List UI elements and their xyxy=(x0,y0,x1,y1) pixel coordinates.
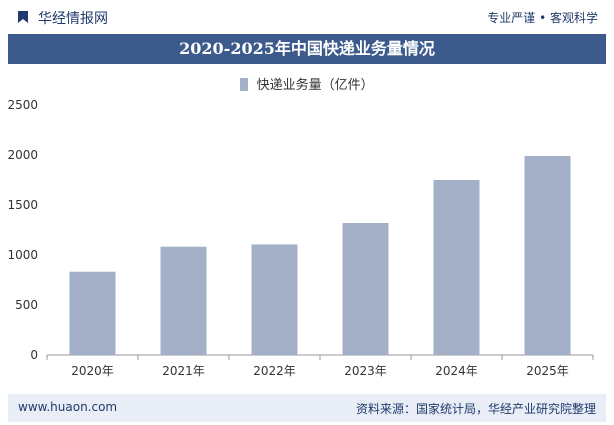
x-tick-label: 2025年 xyxy=(526,364,569,378)
y-tick-label: 1000 xyxy=(7,248,38,262)
y-tick-label: 0 xyxy=(30,348,38,362)
x-tick-label: 2024年 xyxy=(435,364,478,378)
bookmark-logo-icon xyxy=(18,11,28,23)
legend-swatch xyxy=(240,78,249,91)
y-tick-label: 2500 xyxy=(7,98,38,112)
x-tick-label: 2023年 xyxy=(344,364,387,378)
top-bar: 华经情报网 专业严谨 • 客观科学 xyxy=(0,0,614,32)
footer-source: 资料来源：国家统计局，华经产业研究院整理 xyxy=(355,402,596,416)
y-tick-label: 500 xyxy=(15,298,38,312)
brand-name: 华经情报网 xyxy=(38,11,108,27)
bar-1 xyxy=(69,271,116,355)
x-tick-label: 2022年 xyxy=(253,364,296,378)
y-tick-label: 1500 xyxy=(7,198,38,212)
footer-url[interactable]: www.huaon.com xyxy=(18,400,118,414)
bar-2 xyxy=(160,246,207,355)
bar-4 xyxy=(342,223,389,355)
bar-3 xyxy=(251,244,298,355)
chart-title: 2020-2025年中国快递业务量情况 xyxy=(8,34,606,64)
x-tick-label: 2020年 xyxy=(71,364,114,378)
bar-5 xyxy=(433,180,480,355)
x-tick-label: 2021年 xyxy=(162,364,205,378)
tagline: 专业严谨 • 客观科学 xyxy=(487,11,598,25)
footer-bar: www.huaon.com 资料来源：国家统计局，华经产业研究院整理 xyxy=(8,394,606,422)
chart-legend: 快递业务量（亿件） xyxy=(0,74,614,93)
bar-6 xyxy=(524,156,571,355)
bar-chart: 0 500 1000 1500 2000 2500 2020年 2021年 2022年 2023年… xyxy=(7,98,594,378)
y-tick-label: 2000 xyxy=(7,148,38,162)
legend-label: 快递业务量（亿件） xyxy=(256,78,374,93)
